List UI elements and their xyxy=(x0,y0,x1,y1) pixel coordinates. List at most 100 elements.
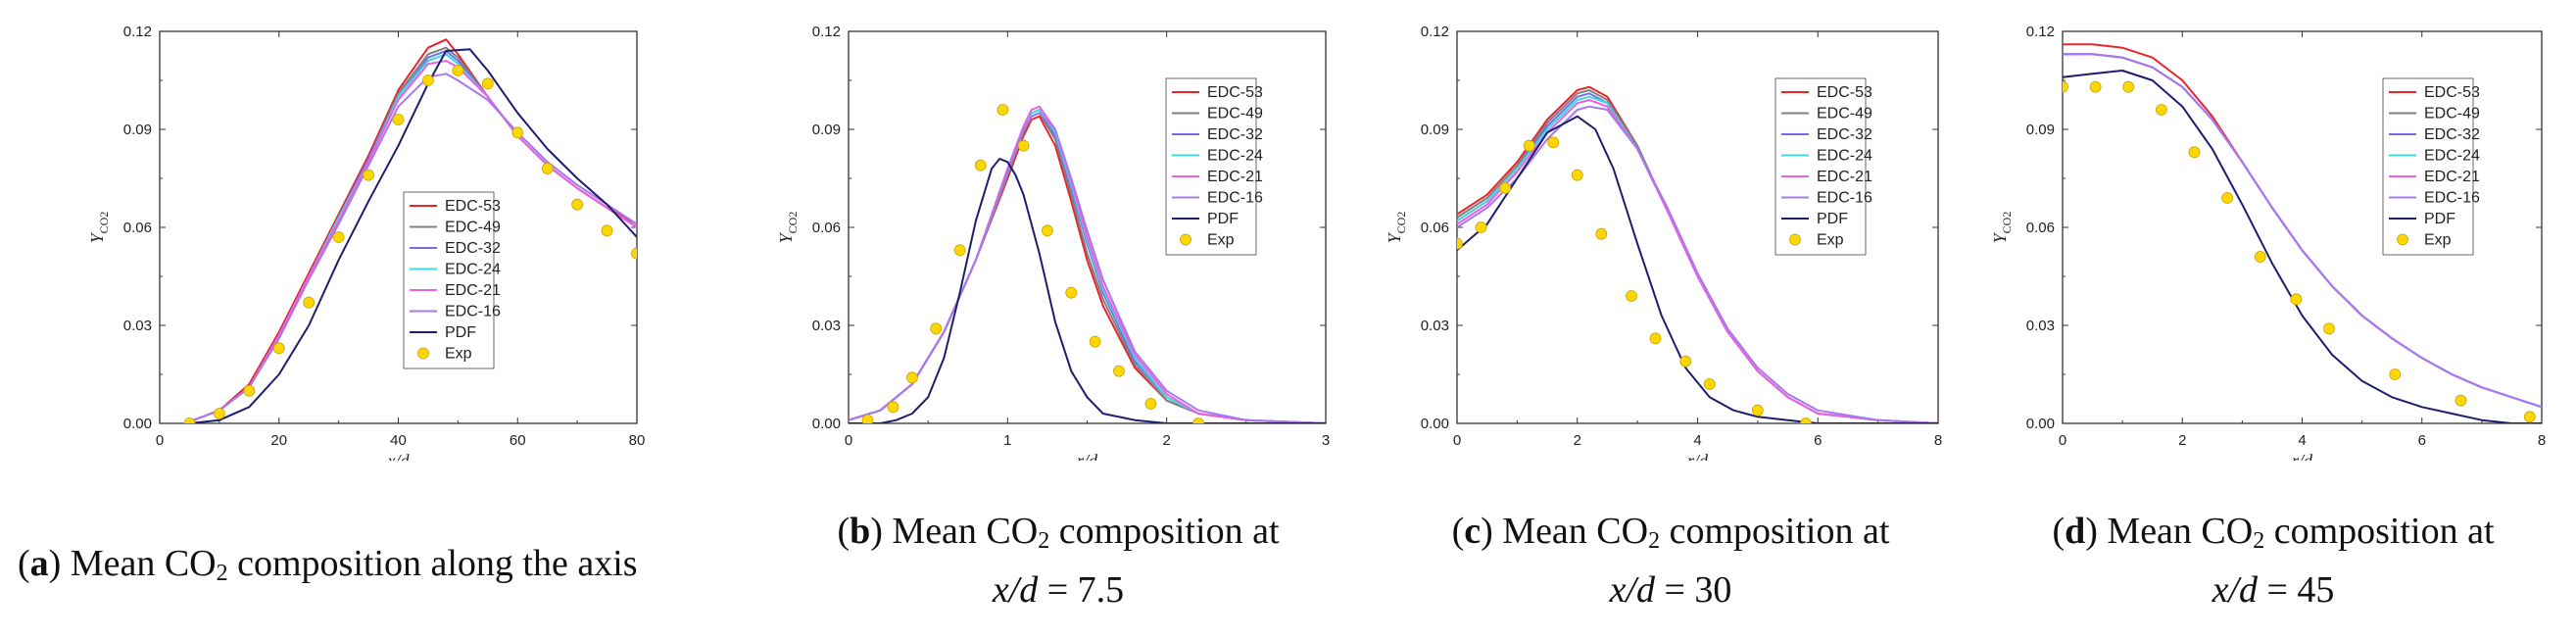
legend-label: EDC-32 xyxy=(445,240,501,257)
x-tick-label: 2 xyxy=(2178,432,2186,449)
caption-variable: x/d xyxy=(2211,569,2258,611)
x-tick-label: 40 xyxy=(390,432,407,449)
data-point-exp xyxy=(930,322,943,335)
caption-text-end: composition at xyxy=(1049,511,1280,552)
data-point-exp xyxy=(1571,169,1583,181)
y-axis-label: YCO2 xyxy=(776,212,800,244)
data-point-exp xyxy=(601,224,613,237)
y-tick-label: 0.00 xyxy=(2026,416,2055,432)
data-point-exp xyxy=(2523,411,2536,423)
y-tick-label: 0.00 xyxy=(123,416,152,432)
legend-marker xyxy=(1180,233,1191,246)
x-tick-label: 1 xyxy=(1003,432,1011,449)
data-point-exp xyxy=(2063,80,2068,93)
caption-c: (c) Mean CO2 composition at x/d = 30 xyxy=(1451,511,1890,611)
y-tick-label: 0.00 xyxy=(1421,416,1449,432)
data-point-exp xyxy=(571,198,584,211)
x-tick-label: 0 xyxy=(156,432,164,449)
data-point-exp xyxy=(1703,378,1716,390)
data-point-exp xyxy=(1499,182,1511,194)
legend-label: PDF xyxy=(1817,211,1848,227)
data-point-exp xyxy=(541,163,554,174)
caption-text: Mean CO xyxy=(70,543,217,584)
data-point-exp xyxy=(2155,104,2167,116)
data-point-exp xyxy=(1042,224,1053,237)
legend-label: Exp xyxy=(1207,232,1235,249)
data-point-exp xyxy=(631,247,637,260)
caption-text-end: composition along the axis xyxy=(227,543,638,584)
data-point-exp xyxy=(1523,139,1535,152)
data-point-exp xyxy=(183,417,196,423)
x-axis-label: r/d xyxy=(1687,451,1709,461)
y-axis-label: YCO2 xyxy=(87,212,111,244)
caption-subscript: 2 xyxy=(1648,528,1661,554)
series-line-pdf xyxy=(849,158,1326,423)
caption-letter: d xyxy=(2065,511,2086,552)
legend-label: EDC-49 xyxy=(2424,106,2480,123)
legend-label: EDC-24 xyxy=(1207,148,1263,165)
legend-box xyxy=(2382,77,2474,256)
series-line-edc-16 xyxy=(2063,53,2542,409)
data-point-exp xyxy=(1751,404,1764,417)
series-group xyxy=(849,104,1326,423)
data-point-exp xyxy=(481,77,494,90)
data-point-exp xyxy=(1595,227,1608,240)
data-point-exp xyxy=(2188,146,2201,159)
x-tick-label: 0 xyxy=(1453,432,1461,449)
data-point-exp xyxy=(887,401,899,414)
legend-label: EDC-32 xyxy=(1207,126,1263,143)
data-point-exp xyxy=(2290,293,2303,306)
legend-label: PDF xyxy=(445,324,476,341)
data-point-exp xyxy=(953,244,966,257)
series-line-edc-21 xyxy=(189,60,637,423)
x-tick-label: 0 xyxy=(845,432,852,449)
data-point-exp xyxy=(1679,355,1692,368)
x-tick-label: 6 xyxy=(2418,432,2426,449)
chart-panel-d: 0 2 4 6 8 0.00 0.03 0.06 0.09 0.12 r/d YCO2 EDC-53 ED… xyxy=(1990,24,2546,461)
legend-marker xyxy=(2397,233,2408,246)
data-point-exp xyxy=(511,126,524,139)
data-point-exp xyxy=(392,114,405,125)
data-point-exp xyxy=(1475,221,1487,233)
legend-label: Exp xyxy=(445,346,472,363)
y-tick-label: 0.12 xyxy=(1421,24,1449,40)
caption-b: (b) Mean CO2 composition at x/d = 7.5 xyxy=(837,511,1280,611)
caption-variable: x/d xyxy=(992,569,1039,611)
legend-label: EDC-53 xyxy=(1817,84,1872,101)
data-point-exp xyxy=(2454,394,2467,407)
legend-label: EDC-53 xyxy=(2424,84,2480,101)
x-tick-label: 60 xyxy=(510,432,526,449)
caption-text: Mean CO xyxy=(2107,511,2254,552)
x-tick-label: 4 xyxy=(1693,432,1701,449)
y-tick-label: 0.06 xyxy=(1421,220,1449,236)
legend-box xyxy=(1165,77,1257,256)
x-tick-label: 20 xyxy=(270,432,287,449)
data-point-exp xyxy=(1017,139,1030,152)
legend-marker xyxy=(1789,233,1801,246)
legend-label: EDC-16 xyxy=(445,304,501,320)
data-point-exp xyxy=(906,371,918,384)
data-point-exp xyxy=(2221,192,2233,204)
data-point-exp xyxy=(1457,237,1463,250)
data-point-exp xyxy=(363,169,374,181)
caption-letter: c xyxy=(1464,511,1482,552)
series-group xyxy=(183,38,637,423)
x-tick-label: 0 xyxy=(2059,432,2066,449)
y-tick-label: 0.03 xyxy=(1421,318,1449,334)
data-point-exp xyxy=(243,384,256,397)
data-point-exp xyxy=(213,408,225,419)
data-point-exp xyxy=(1089,335,1101,348)
data-point-exp xyxy=(974,159,987,172)
y-axis-label: YCO2 xyxy=(1990,212,2014,244)
legend-box xyxy=(403,191,495,369)
data-point-exp xyxy=(422,74,434,86)
x-tick-label: 3 xyxy=(1322,432,1330,449)
legend-label: EDC-21 xyxy=(1817,169,1872,185)
legend-label: PDF xyxy=(1207,211,1239,227)
y-tick-label: 0.03 xyxy=(812,318,841,334)
y-tick-label: 0.06 xyxy=(812,220,841,236)
x-axis-label: x/d xyxy=(387,451,411,461)
caption-text: Mean CO xyxy=(1502,511,1649,552)
x-tick-label: 8 xyxy=(1934,432,1942,449)
legend-label: EDC-49 xyxy=(1207,106,1263,123)
